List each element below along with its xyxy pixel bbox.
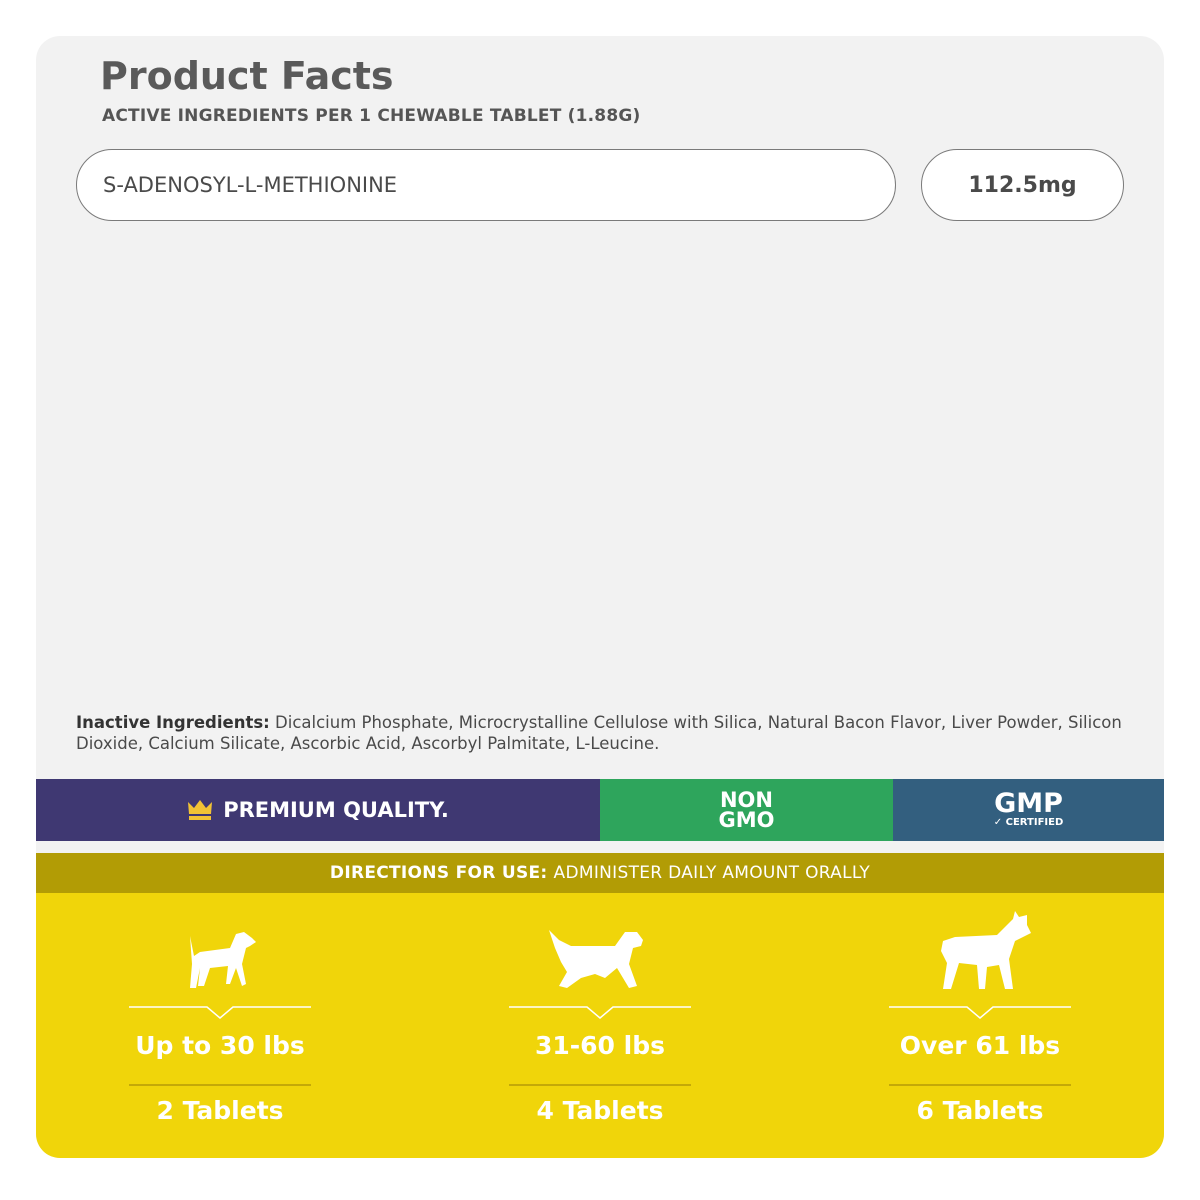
page-subtitle: ACTIVE INGREDIENTS PER 1 CHEWABLE TABLET… [102,106,641,126]
divider [509,1084,691,1086]
directions-label: DIRECTIONS FOR USE: [329,863,548,883]
directions-bar: DIRECTIONS FOR USE: ADMINISTER DAILY AMOU… [36,853,1164,893]
divider [129,1084,311,1086]
inactive-label: Inactive Ingredients: [76,713,270,732]
divider [889,1084,1071,1086]
ingredient-name: S-ADENOSYL-L-METHIONINE [76,149,896,221]
divider-chevron [509,1006,691,1019]
tablet-count: 4 Tablets [536,1096,664,1125]
ingredient-amount: 112.5mg [921,149,1124,221]
divider-chevron [129,1006,311,1019]
directions-text: ADMINISTER DAILY AMOUNT ORALLY [553,863,871,883]
small-dog-icon [190,932,256,988]
non-gmo-line1: NON [719,788,773,812]
weight-range: Up to 30 lbs [135,1031,305,1060]
weight-range: 31-60 lbs [534,1031,665,1060]
dosage-column: 31-60 lbs 4 Tablets [509,893,691,1158]
dosage-section: Up to 30 lbs 2 Tablets 31-60 lbs 4 Table… [36,893,1164,1158]
inactive-text: Dicalcium Phosphate, Microcrystalline Ce… [76,713,1122,753]
gmp-label: GMP [994,788,1063,819]
tablet-count: 2 Tablets [156,1096,284,1125]
non-gmo-badge: NON GMO [600,779,893,841]
page-title: Product Facts [100,54,394,98]
non-gmo-line2: GMO [718,808,775,832]
weight-range: Over 61 lbs [899,1031,1061,1060]
dosage-column: Up to 30 lbs 2 Tablets [129,893,311,1158]
divider-chevron [889,1006,1071,1019]
dosage-column: Over 61 lbs 6 Tablets [889,893,1071,1158]
product-facts-card: Product Facts ACTIVE INGREDIENTS PER 1 C… [36,36,1164,1158]
check-shield-icon: ✓ [993,817,1003,828]
crown-icon [188,800,213,820]
gmp-certified-badge: GMP ✓ CERTIFIED [893,779,1164,841]
large-dog-icon [941,911,1031,989]
premium-label: PREMIUM QUALITY. [223,798,449,822]
medium-dog-icon [549,930,643,988]
inactive-ingredients: Inactive Ingredients: Dicalcium Phosphat… [76,712,1136,754]
tablet-count: 6 Tablets [916,1096,1044,1125]
gmp-sub-label: CERTIFIED [1005,817,1064,828]
premium-quality-badge: PREMIUM QUALITY. [36,779,600,841]
